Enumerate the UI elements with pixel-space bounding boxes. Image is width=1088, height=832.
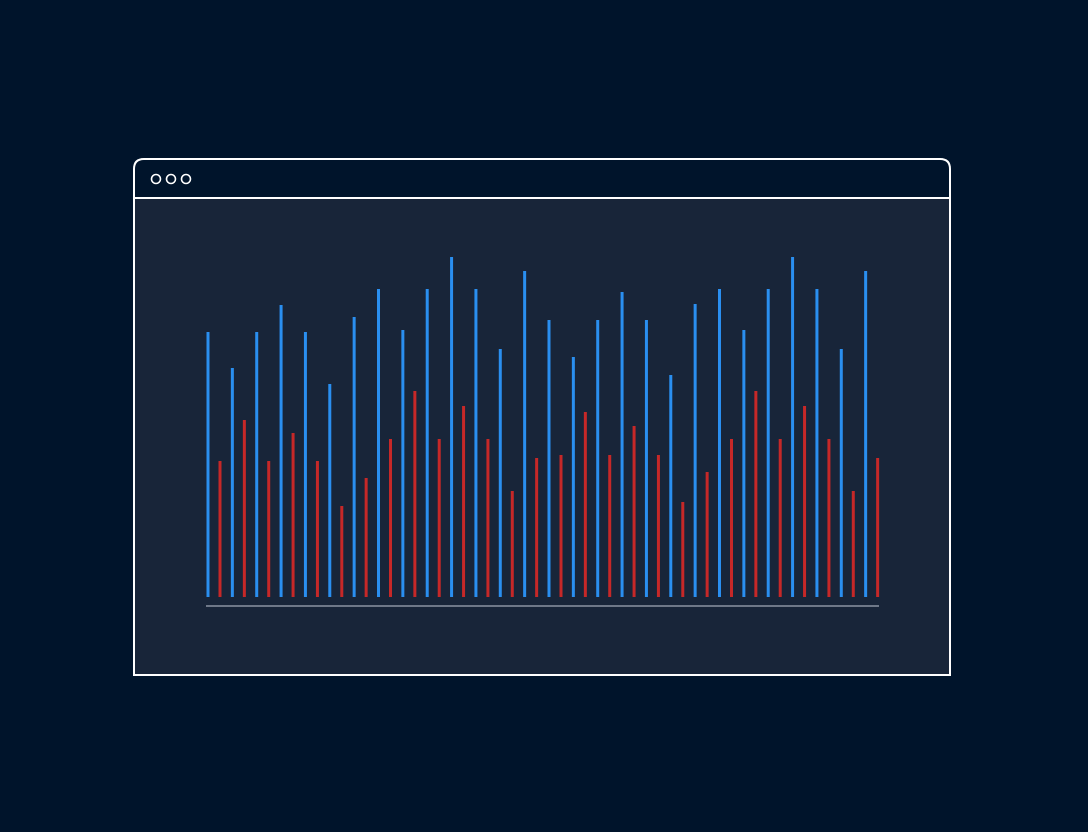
- bar: [681, 502, 685, 597]
- bar: [864, 271, 868, 597]
- bar: [315, 461, 319, 597]
- bar: [291, 433, 295, 597]
- window-dot: [180, 173, 192, 185]
- bar: [815, 289, 819, 597]
- bar: [303, 332, 307, 597]
- bar: [389, 439, 392, 597]
- bar: [413, 391, 417, 597]
- window-dot: [150, 173, 162, 185]
- bar: [267, 461, 271, 597]
- bar: [754, 391, 758, 597]
- bar: [547, 320, 551, 597]
- bar: [766, 289, 770, 597]
- bar: [742, 330, 746, 597]
- bar: [425, 289, 429, 597]
- bar: [791, 257, 795, 597]
- bar: [437, 439, 441, 597]
- bar: [535, 458, 539, 597]
- bar: [364, 478, 368, 597]
- bar: [498, 349, 502, 597]
- bar: [730, 439, 733, 597]
- bar: [523, 271, 527, 597]
- bar: [803, 406, 807, 597]
- bar: [255, 332, 259, 597]
- bar: [474, 289, 478, 597]
- bar: [632, 426, 636, 597]
- bar: [510, 491, 514, 597]
- bar: [401, 330, 405, 597]
- bar: [608, 455, 612, 597]
- title-bar: [133, 158, 951, 199]
- bar: [230, 368, 234, 597]
- bar: [559, 455, 563, 597]
- bar: [279, 305, 283, 597]
- bar: [462, 406, 466, 597]
- bar: [352, 317, 356, 597]
- bar: [486, 439, 490, 597]
- bar: [656, 455, 660, 597]
- bar: [571, 357, 575, 597]
- bar: [693, 304, 697, 597]
- bar: [778, 439, 782, 597]
- bar: [620, 292, 624, 597]
- bar: [206, 332, 210, 597]
- bar: [705, 472, 709, 597]
- bar: [596, 320, 600, 597]
- bar: [644, 320, 648, 597]
- bar: [377, 289, 380, 597]
- bar: [839, 349, 843, 597]
- bar: [450, 257, 454, 597]
- bar: [851, 491, 855, 597]
- bar: [242, 420, 246, 597]
- bar: [328, 384, 332, 597]
- window-dot: [165, 173, 177, 185]
- bar: [218, 461, 222, 597]
- bar: [340, 506, 344, 597]
- bar: [876, 458, 880, 597]
- bar: [669, 375, 673, 597]
- bar: [827, 439, 831, 597]
- bar: [718, 289, 721, 597]
- bar: [583, 412, 587, 597]
- chart: [206, 257, 880, 597]
